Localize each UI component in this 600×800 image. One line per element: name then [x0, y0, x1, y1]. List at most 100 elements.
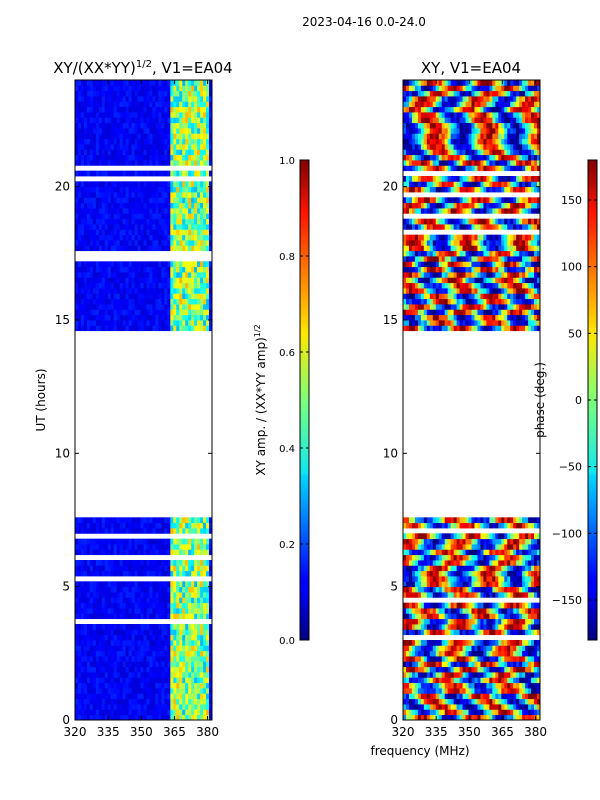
heatmap-cell — [411, 672, 416, 678]
heatmap-cell — [495, 640, 499, 646]
heatmap-cell — [173, 101, 177, 108]
heatmap-cell — [152, 288, 156, 294]
heatmap-cell — [128, 656, 132, 662]
heatmap-cell — [167, 181, 171, 188]
heatmap-cell — [489, 677, 493, 684]
heatmap-cell — [185, 640, 189, 646]
heatmap-cell — [95, 234, 100, 241]
heatmap-cell — [468, 682, 472, 689]
heatmap-cell — [164, 624, 168, 630]
heatmap-cell — [173, 544, 177, 550]
heatmap-cell — [438, 560, 443, 566]
heatmap-cell — [101, 672, 106, 678]
heatmap-cell — [77, 634, 82, 641]
heatmap-cell — [525, 693, 529, 700]
heatmap-cell — [426, 618, 431, 625]
heatmap-cell — [194, 218, 198, 225]
heatmap-cell — [429, 682, 434, 689]
heatmap-cell — [161, 698, 165, 705]
heatmap-cell — [143, 613, 147, 620]
heatmap-cell — [155, 106, 159, 113]
heatmap-cell — [182, 128, 186, 134]
heatmap-cell — [140, 314, 144, 321]
heatmap-cell — [176, 240, 180, 246]
heatmap-cell — [86, 218, 91, 225]
heatmap-cell — [173, 112, 177, 118]
heatmap-cell — [522, 629, 526, 636]
heatmap-cell — [149, 544, 153, 550]
heatmap-cell — [525, 586, 529, 593]
heatmap-cell — [95, 693, 100, 700]
heatmap-cell — [191, 298, 195, 305]
heatmap-cell — [155, 213, 159, 220]
heatmap-cell — [185, 293, 189, 300]
heatmap-cell — [92, 144, 97, 150]
heatmap-cell — [176, 304, 180, 310]
heatmap-cell — [432, 650, 437, 657]
heatmap-cell — [140, 154, 144, 161]
heatmap-cell — [179, 650, 183, 657]
heatmap-cell — [167, 656, 171, 662]
heatmap-cell — [191, 517, 195, 524]
heatmap-cell — [75, 218, 79, 225]
heatmap-cell — [92, 645, 97, 652]
heatmap-cell — [426, 672, 431, 678]
heatmap-cell — [447, 714, 452, 720]
heatmap-cell — [116, 133, 121, 140]
heatmap-cell — [107, 570, 112, 577]
heatmap-cell — [209, 293, 212, 300]
heatmap-cell — [137, 597, 141, 604]
heatmap-cell — [92, 693, 97, 700]
heatmap-cell — [206, 597, 210, 604]
heatmap-cell — [125, 266, 130, 273]
heatmap-cell — [164, 282, 168, 289]
heatmap-cell — [95, 133, 100, 140]
heatmap-cell — [143, 714, 147, 720]
heatmap-cell — [191, 272, 195, 278]
heatmap-cell — [75, 277, 79, 284]
heatmap-cell — [188, 90, 192, 97]
heatmap-cell — [83, 282, 88, 289]
heatmap-cell — [522, 549, 526, 556]
heatmap-cell — [170, 197, 174, 204]
heatmap-cell — [143, 138, 147, 145]
heatmap-cell — [432, 613, 437, 620]
heatmap-cell — [104, 714, 109, 720]
heatmap-cell — [510, 554, 514, 561]
heatmap-cell — [89, 634, 94, 641]
heatmap-cell — [471, 704, 475, 710]
heatmap-cell — [456, 682, 460, 689]
heatmap-cell — [149, 634, 153, 641]
heatmap-cell — [504, 666, 508, 673]
left-colorbar: 0.00.20.40.60.81.0 XY amp. / (XX*YY amp)… — [253, 156, 310, 647]
heatmap-cell — [143, 122, 147, 129]
heatmap-cell — [456, 650, 460, 657]
heatmap-cell — [116, 608, 121, 614]
heatmap-cell — [149, 565, 153, 572]
heatmap-cell — [477, 698, 481, 705]
heatmap-cell — [161, 133, 165, 140]
heatmap-cell — [116, 309, 121, 316]
heatmap-cell — [98, 528, 103, 534]
heatmap-cell — [182, 693, 186, 700]
heatmap-cell — [474, 576, 478, 582]
heatmap-cell — [525, 592, 529, 598]
heatmap-cell — [408, 645, 413, 652]
heatmap-cell — [435, 640, 440, 646]
heatmap-cell — [89, 101, 94, 108]
heatmap-cell — [191, 528, 195, 534]
heatmap-cell — [134, 138, 138, 145]
heatmap-cell — [113, 320, 118, 326]
heatmap-cell — [80, 693, 85, 700]
heatmap-cell — [435, 682, 440, 689]
heatmap-cell — [450, 592, 455, 598]
heatmap-cell — [170, 192, 174, 198]
heatmap-cell — [191, 122, 195, 129]
heatmap-cell — [480, 693, 484, 700]
heatmap-cell — [134, 218, 138, 225]
heatmap-cell — [140, 229, 144, 236]
heatmap-cell — [423, 565, 428, 572]
heatmap-cell — [152, 80, 156, 86]
heatmap-cell — [155, 560, 159, 566]
heatmap-cell — [456, 618, 460, 625]
